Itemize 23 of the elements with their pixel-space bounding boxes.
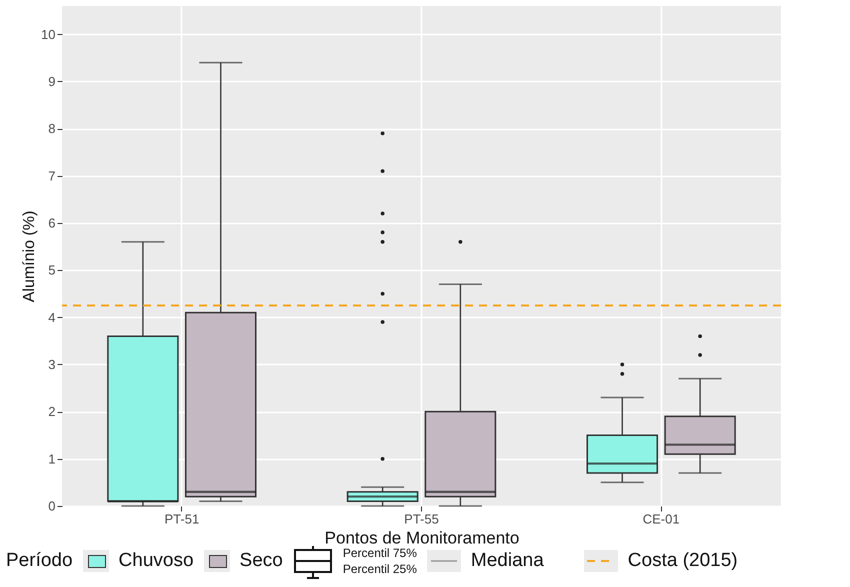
y-tick-label: 7	[48, 168, 56, 184]
y-tick-label: 2	[48, 404, 56, 420]
legend-label: Costa (2015)	[628, 550, 738, 572]
y-axis-title: Alumínio (%)	[21, 210, 38, 302]
text: Percentil 25%	[342, 561, 417, 577]
text: Mediana	[470, 550, 544, 572]
y-tick-label: 10	[41, 26, 56, 42]
y-tick-label: 4	[48, 310, 56, 325]
legend-label: Seco	[240, 550, 283, 572]
y-tick-label: 1	[48, 451, 56, 466]
legend-title: Período	[6, 550, 73, 572]
x-tick-label: CE-01	[642, 512, 680, 526]
y-tick-label: 6	[48, 215, 56, 230]
y-tick-label: 0	[48, 498, 56, 514]
y-tick-label: 8	[48, 121, 56, 136]
text: Percentil 75%	[342, 545, 417, 561]
y-tick-label: 3	[48, 356, 56, 372]
y-tick-label: 5	[48, 262, 56, 278]
x-tick-label: PT-51	[164, 512, 200, 526]
y-tick-label: 9	[48, 74, 56, 89]
legend-label: Chuvoso	[118, 550, 194, 572]
x-axis-title: Pontos de Monitoramento	[324, 528, 520, 548]
x-tick-label: PT-55	[404, 512, 439, 526]
